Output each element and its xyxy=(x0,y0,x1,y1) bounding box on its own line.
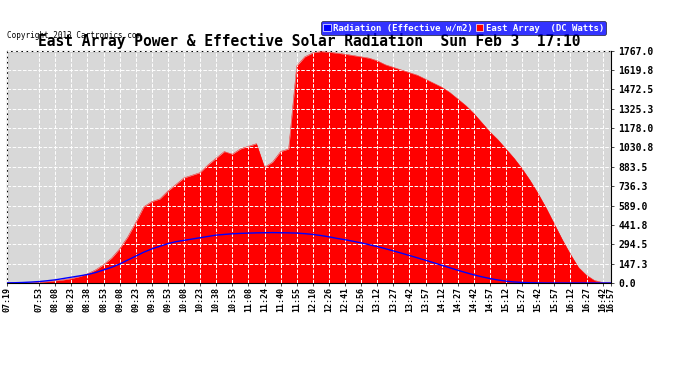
Title: East Array Power & Effective Solar Radiation  Sun Feb 3  17:10: East Array Power & Effective Solar Radia… xyxy=(37,33,580,50)
Legend: Radiation (Effective w/m2), East Array  (DC Watts): Radiation (Effective w/m2), East Array (… xyxy=(321,21,606,35)
Text: Copyright 2013 Cartronics.com: Copyright 2013 Cartronics.com xyxy=(7,31,141,40)
